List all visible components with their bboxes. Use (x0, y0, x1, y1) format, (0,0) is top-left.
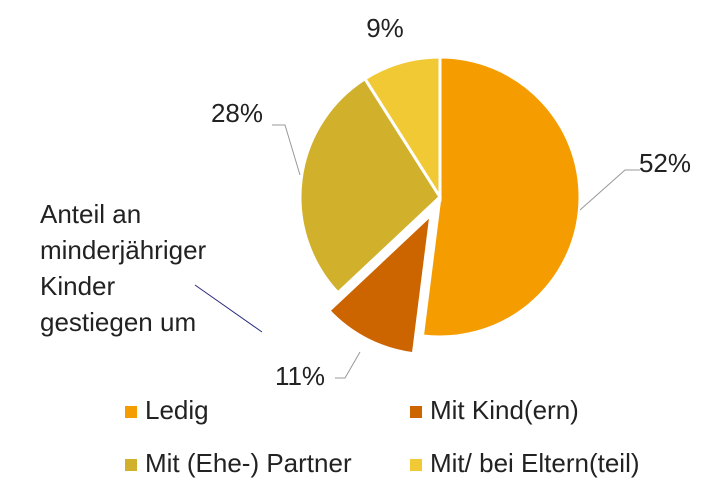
data-label: 52% (639, 148, 691, 178)
legend-swatch (410, 459, 422, 471)
data-label: 28% (211, 98, 263, 128)
annotation: Kinder (40, 271, 115, 301)
legend-label: Mit (Ehe-) Partner (145, 448, 352, 478)
legend-swatch (125, 459, 137, 471)
pie-slice (362, 55, 442, 203)
annotation: gestiegen um (40, 307, 196, 337)
legend-label: Mit/ bei Eltern(teil) (430, 448, 640, 478)
legend-label: Mit Kind(ern) (430, 395, 579, 425)
data-label: 9% (366, 13, 404, 43)
annotation-line (194, 284, 263, 333)
annotation: Anteil an (40, 199, 141, 229)
leader-line (272, 124, 301, 176)
legend-label: Ledig (145, 395, 209, 425)
pie-slice (326, 210, 433, 356)
leader-line (579, 169, 640, 211)
legend-swatch (125, 406, 137, 418)
legend-swatch (410, 406, 422, 418)
pie-slice (420, 55, 582, 339)
pie-slice (298, 76, 442, 295)
data-label: 11% (275, 361, 325, 391)
leader-line (335, 351, 361, 379)
annotation: minderjähriger (40, 235, 207, 265)
